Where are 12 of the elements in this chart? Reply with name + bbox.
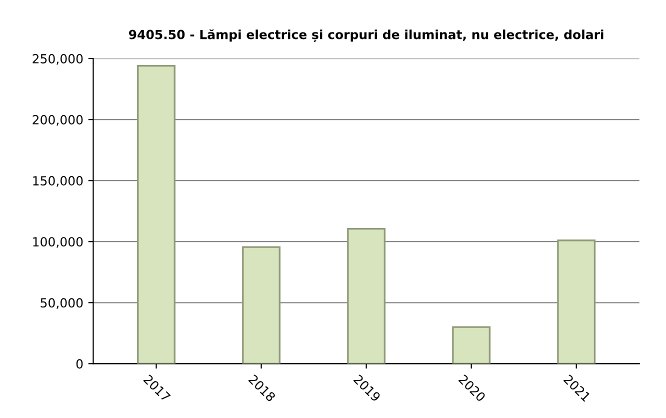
bar xyxy=(347,228,386,364)
chart-title: 9405.50 - Lămpi electrice și corpuri de iluminat, nu electrice, dolari xyxy=(128,29,604,42)
bar xyxy=(242,246,280,364)
y-tick-label: 250,000 xyxy=(32,54,83,65)
bar xyxy=(557,240,596,364)
y-tick-label: 150,000 xyxy=(33,176,83,187)
bar xyxy=(452,326,491,364)
y-tick-label: 200,000 xyxy=(32,115,83,126)
y-tick-label: 100,000 xyxy=(33,237,83,248)
y-tick-label: 0 xyxy=(76,359,83,369)
y-tick-label: 50,000 xyxy=(40,298,83,309)
bar xyxy=(137,65,176,364)
